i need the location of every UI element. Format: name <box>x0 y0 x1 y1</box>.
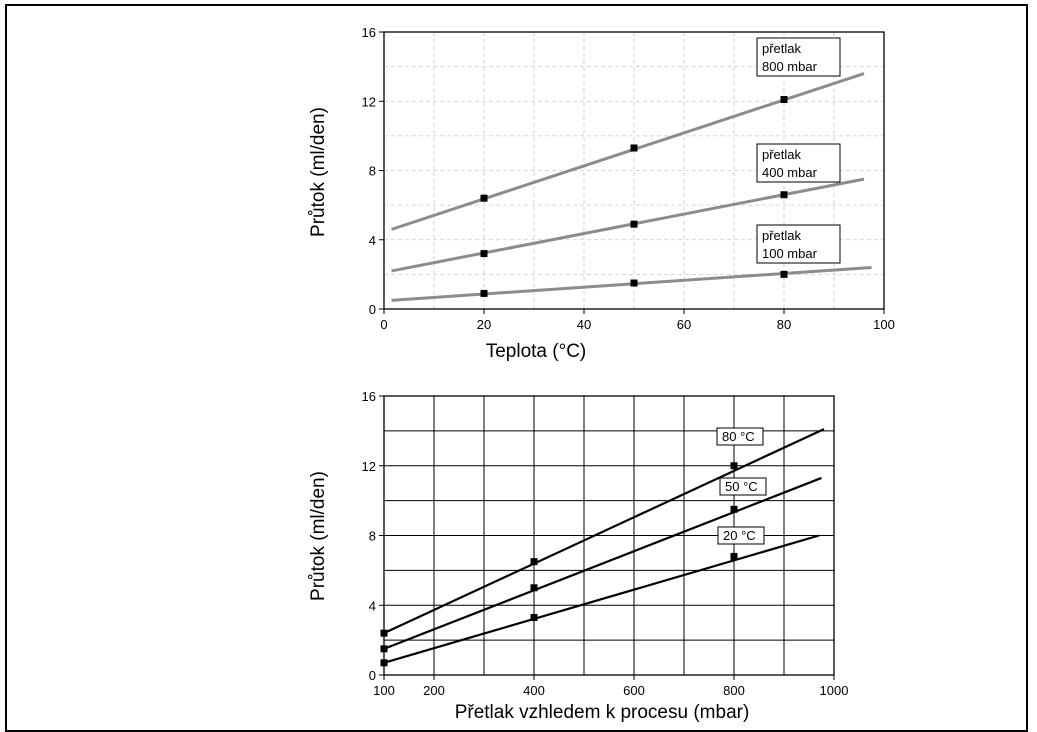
data-point-marker <box>480 250 488 258</box>
data-point-marker <box>480 194 488 202</box>
x-tick-label: 200 <box>423 683 445 698</box>
x-tick-label: 100 <box>873 317 895 332</box>
series-label-text: přetlak <box>762 41 802 56</box>
data-point-marker <box>530 613 538 621</box>
chart2-xlabel: Přetlak vzhledem k procesu (mbar) <box>455 702 750 722</box>
series-label-box <box>756 224 841 264</box>
y-tick-label: 8 <box>369 164 376 179</box>
x-tick-label: 400 <box>523 683 545 698</box>
chart1-ylabel: Průtok (ml/den) <box>308 107 329 237</box>
x-tick-label: 80 <box>777 317 791 332</box>
data-point-marker <box>380 659 388 667</box>
y-tick-label: 4 <box>369 233 376 248</box>
chart-temperature: Teplota (°C) Průtok (ml/den) <box>308 107 586 362</box>
chart1-xlabel: Teplota (°C) <box>486 341 587 362</box>
series-label-box <box>719 477 767 496</box>
series-80-c: 80 °C <box>380 427 825 637</box>
series-label-text: 50 °C <box>725 479 758 494</box>
y-tick-label: 16 <box>362 389 376 404</box>
data-point-marker <box>730 552 738 560</box>
y-tick-label: 12 <box>362 94 376 109</box>
y-tick-label: 8 <box>369 529 376 544</box>
x-tick-label: 100 <box>373 683 395 698</box>
data-point-marker <box>630 144 638 152</box>
series-label-text: přetlak <box>762 228 802 243</box>
data-point-marker <box>480 289 488 297</box>
series-p-etlak-800-mbar: přetlak 800 mbar <box>391 37 865 231</box>
data-point-marker <box>630 279 638 287</box>
series-50-c: 50 °C <box>380 476 822 653</box>
data-point-marker <box>530 558 538 566</box>
chart-overpressure: Přetlak vzhledem k procesu (mbar) Průtok… <box>308 471 749 722</box>
series-label-text: 800 mbar <box>762 59 818 74</box>
chart2-plot: 0 4 8 12 16 100 200 400 600 800 1000 80 °C 50 °C 20 °… <box>362 389 849 698</box>
series-label-box <box>716 427 764 446</box>
series-label-box <box>717 526 765 545</box>
x-tick-label: 40 <box>577 317 591 332</box>
series-line <box>383 534 820 664</box>
x-tick-label: 1000 <box>820 683 849 698</box>
series-label-text: 100 mbar <box>762 246 818 261</box>
series-label-text: 80 °C <box>722 429 755 444</box>
y-tick-label: 4 <box>369 598 376 613</box>
data-point-marker <box>530 584 538 592</box>
data-point-marker <box>780 270 788 278</box>
x-tick-label: 600 <box>623 683 645 698</box>
data-point-marker <box>780 191 788 199</box>
series-label-box <box>756 37 841 77</box>
series-label-box <box>756 143 841 183</box>
series-line <box>383 428 825 635</box>
x-tick-label: 60 <box>677 317 691 332</box>
data-point-marker <box>730 505 738 513</box>
series-20-c: 20 °C <box>380 526 820 667</box>
x-tick-label: 800 <box>723 683 745 698</box>
figure-frame <box>5 4 1028 732</box>
data-point-marker <box>380 645 388 653</box>
y-tick-label: 0 <box>369 668 376 683</box>
series-label-text: 400 mbar <box>762 165 818 180</box>
data-point-marker <box>630 220 638 228</box>
series-label-text: 20 °C <box>723 528 756 543</box>
x-tick-label: 0 <box>380 317 387 332</box>
chart2-ylabel: Průtok (ml/den) <box>308 471 329 601</box>
y-tick-label: 0 <box>369 302 376 317</box>
series-label-text: přetlak <box>762 147 802 162</box>
data-point-marker <box>730 462 738 470</box>
series-line <box>383 476 822 650</box>
x-tick-label: 20 <box>477 317 491 332</box>
series-p-etlak-400-mbar: přetlak 400 mbar <box>391 143 865 273</box>
y-tick-label: 12 <box>362 459 376 474</box>
series-p-etlak-100-mbar: přetlak 100 mbar <box>391 224 872 302</box>
y-tick-label: 16 <box>362 25 376 40</box>
data-point-marker <box>780 96 788 104</box>
data-point-marker <box>380 629 388 637</box>
